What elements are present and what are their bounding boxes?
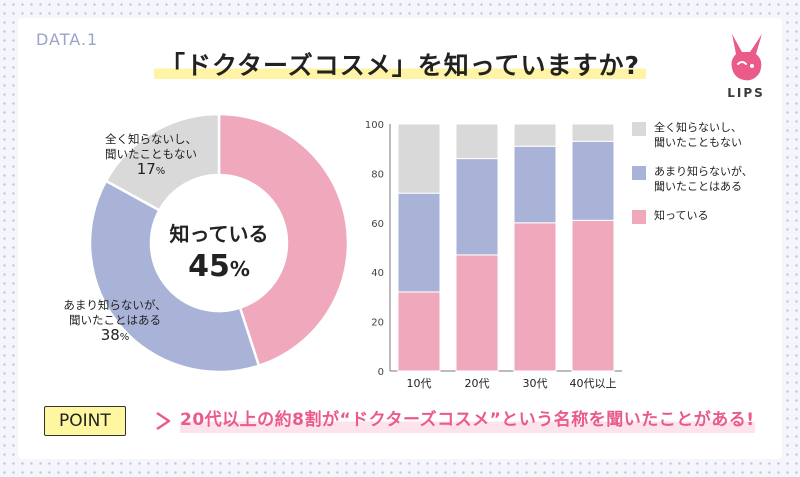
bar-2-series-2 <box>513 123 557 147</box>
legend-label-1: あまり知らないが、 聞いたことはある <box>654 165 753 193</box>
unknown-pct-value: 17 <box>136 160 156 178</box>
label-unknown-line1: 全く知らないし、 <box>105 132 197 146</box>
stacked-bar-chart: 0 20 40 60 80 100 10代 20代 30代 40代以上 <box>365 120 622 390</box>
y-tick-label-0: 0 <box>378 367 384 378</box>
bar-0-series-1 <box>397 192 441 293</box>
legend-label-2: 知っている <box>654 209 709 222</box>
pie-label-unknown: 全く知らないし、 聞いたこともない 17% <box>86 132 216 179</box>
x-tick-label-1: 20代 <box>465 377 490 390</box>
bar-1-series-1 <box>455 158 499 256</box>
label-heard-line1: あまり知らないが、 <box>63 298 167 312</box>
y-tick-label-5: 100 <box>365 120 384 131</box>
title-wrap: 「ドクターズコスメ」を知っていますか? <box>0 46 800 82</box>
pie-slice-1 <box>88 179 261 374</box>
point-badge: POINT <box>44 406 126 436</box>
y-tick-label-1: 20 <box>371 318 384 329</box>
y-tick-label-2: 40 <box>371 268 384 279</box>
arrow-right-icon <box>156 411 171 431</box>
lips-logo: LIPS <box>722 30 770 100</box>
center-pct-sign: % <box>229 257 250 281</box>
center-label-pct: 45% <box>150 249 288 284</box>
point-text: 20代以上の約8割が“ドクターズコスメ”という名称を聞いたことがある! <box>180 407 755 433</box>
x-tick-label-2: 30代 <box>523 377 548 390</box>
logo-text: LIPS <box>727 86 765 100</box>
pie-label-heard: あまり知らないが、 聞いたことはある 38% <box>40 298 190 345</box>
unknown-pct-sign: % <box>155 166 166 177</box>
pie-center-label: 知っている 45% <box>150 218 288 284</box>
legend-swatch-1 <box>632 166 646 180</box>
bar-2-series-0 <box>513 222 557 372</box>
bar-1-series-0 <box>455 254 499 372</box>
label-unknown-pct: 17% <box>86 162 216 179</box>
label-unknown-line2: 聞いたこともない <box>105 147 197 161</box>
bar-3-series-1 <box>571 140 615 221</box>
legend-item-1: あまり知らないが、 聞いたことはある <box>632 164 782 208</box>
rabbit-logo-icon <box>731 34 762 81</box>
bar-3-series-2 <box>571 123 615 142</box>
legend-swatch-2 <box>632 210 646 224</box>
chart-title: 「ドクターズコスメ」を知っていますか? <box>153 46 646 82</box>
center-label-text: 知っている <box>169 222 269 246</box>
x-tick-label-0: 10代 <box>407 377 432 390</box>
pie-slice-2 <box>104 112 221 212</box>
legend-item-0: 全く知らないし、 聞いたこともない <box>632 120 782 164</box>
center-pct-value: 45 <box>188 249 230 284</box>
legend-label-0: 全く知らないし、 聞いたこともない <box>654 121 742 149</box>
bar-0-series-0 <box>397 291 441 372</box>
heard-pct-value: 38 <box>100 326 120 344</box>
y-tick-label-4: 80 <box>371 169 384 180</box>
label-heard-line2: 聞いたことはある <box>69 313 161 327</box>
y-tick-label-3: 60 <box>371 219 384 230</box>
bar-3-series-0 <box>571 219 615 372</box>
data-label: DATA.1 <box>36 30 99 49</box>
bar-legend: 全く知らないし、 聞いたこともない あまり知らないが、 聞いたことはある知っている <box>632 120 782 252</box>
x-tick-label-3: 40代以上 <box>570 377 617 390</box>
bar-2-series-1 <box>513 145 557 224</box>
heard-pct-sign: % <box>119 332 130 343</box>
point-row: POINT 20代以上の約8割が“ドクターズコスメ”という名称を聞いたことがある… <box>44 404 764 438</box>
bar-1-series-2 <box>455 123 499 160</box>
label-heard-pct: 38% <box>40 328 190 345</box>
legend-swatch-0 <box>632 122 646 136</box>
bar-0-series-2 <box>397 123 441 194</box>
legend-item-2: 知っている <box>632 208 782 252</box>
pie-slice-0 <box>217 112 350 368</box>
